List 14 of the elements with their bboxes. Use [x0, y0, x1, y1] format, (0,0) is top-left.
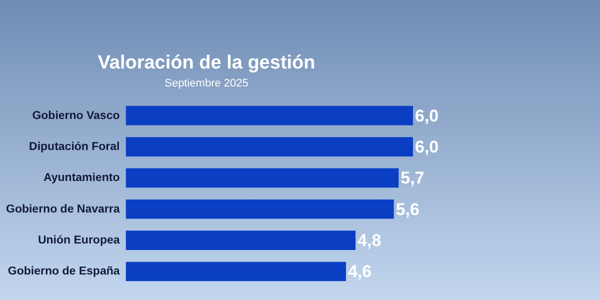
- data-label: 6,0: [415, 137, 439, 156]
- y-tick-label: Gobierno Vasco: [32, 110, 120, 122]
- y-tick-label: Gobierno de España: [8, 266, 120, 278]
- data-label: 5,7: [400, 168, 424, 188]
- data-label: 6,0: [415, 106, 439, 126]
- y-tick-label: Ayuntamiento: [44, 172, 120, 184]
- chart-subtitle: Septiembre 2025: [164, 77, 248, 90]
- y-tick-label: Diputación Foral: [29, 140, 120, 153]
- data-label: 4,6: [348, 262, 372, 282]
- y-tick-label: Gobierno de Navarra: [6, 203, 120, 216]
- data-label: 5,6: [396, 200, 420, 219]
- chart-title: Valoración de la gestión: [98, 52, 316, 74]
- data-label: 4,8: [358, 231, 382, 250]
- y-tick-label: Unión Europea: [38, 234, 120, 246]
